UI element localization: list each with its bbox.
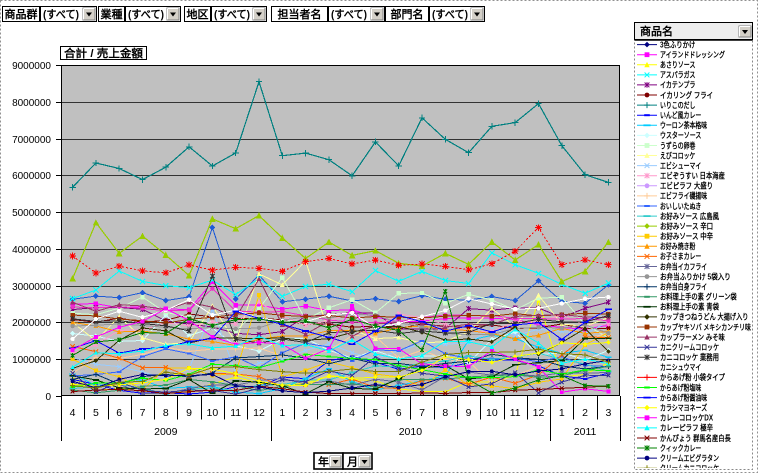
- svg-text:お料理上手の素 グリーン袋: お料理上手の素 グリーン袋: [660, 292, 737, 302]
- svg-text:いんど風カレー: いんど風カレー: [660, 110, 701, 120]
- svg-text:(すべて): (すべて): [128, 8, 164, 21]
- svg-text:カップきつねうどん 大揚げ入り: カップきつねうどん 大揚げ入り: [660, 312, 749, 322]
- svg-text:お子さまカレー: お子さまカレー: [660, 252, 701, 261]
- svg-text:お弁当白身フライ: お弁当白身フライ: [660, 281, 707, 291]
- svg-text:6: 6: [396, 407, 402, 419]
- svg-text:部門名: 部門名: [391, 7, 424, 21]
- svg-text:8: 8: [163, 407, 169, 419]
- svg-text:4000000: 4000000: [12, 245, 51, 256]
- svg-text:3: 3: [326, 407, 332, 419]
- svg-text:カニシュウマイ: カニシュウマイ: [660, 363, 701, 372]
- svg-text:エビピラフ 大盛り: エビピラフ 大盛り: [660, 181, 713, 191]
- svg-text:月: 月: [346, 456, 358, 469]
- svg-text:5: 5: [372, 407, 378, 419]
- svg-text:アスパラガス: アスパラガス: [660, 70, 695, 80]
- svg-text:(すべて): (すべて): [43, 8, 79, 21]
- svg-text:4: 4: [70, 407, 76, 419]
- svg-text:11: 11: [230, 407, 241, 419]
- svg-text:年: 年: [318, 455, 329, 469]
- svg-text:0: 0: [45, 392, 51, 403]
- svg-text:2: 2: [303, 407, 309, 419]
- svg-text:2010: 2010: [399, 426, 423, 438]
- svg-text:7: 7: [140, 407, 146, 419]
- svg-text:合計 / 売上金額: 合計 / 売上金額: [64, 46, 143, 60]
- svg-text:お好みソース 中辛: お好みソース 中辛: [660, 231, 713, 241]
- svg-text:あさりソース: あさりソース: [660, 61, 695, 70]
- svg-text:ウスターソース: ウスターソース: [660, 130, 701, 140]
- svg-text:(すべて): (すべて): [331, 8, 367, 21]
- svg-text:お弁当ふりかけ 5袋入り: お弁当ふりかけ 5袋入り: [660, 271, 731, 281]
- svg-text:カレーコロッケDX: カレーコロッケDX: [660, 414, 714, 423]
- svg-text:4: 4: [349, 407, 355, 419]
- svg-text:8: 8: [442, 407, 448, 419]
- svg-text:12: 12: [533, 407, 545, 419]
- svg-text:商品名: 商品名: [640, 24, 673, 38]
- svg-text:クィックカレー: クィックカレー: [660, 443, 701, 453]
- svg-text:10: 10: [207, 407, 219, 419]
- svg-text:2009: 2009: [154, 426, 178, 438]
- svg-text:お弁当イカフライ: お弁当イカフライ: [660, 261, 707, 271]
- svg-text:えびコロッケ: えびコロッケ: [660, 150, 695, 160]
- svg-text:商品群: 商品群: [5, 7, 38, 21]
- svg-text:お好み焼き粉: お好み焼き粉: [660, 241, 695, 251]
- svg-text:イカテンプラ: イカテンプラ: [660, 80, 695, 90]
- svg-text:9: 9: [466, 407, 472, 419]
- svg-text:6000000: 6000000: [12, 171, 51, 182]
- svg-text:お好みソース 広島風: お好みソース 広島風: [660, 211, 719, 221]
- svg-text:アイランドドレッシング: アイランドドレッシング: [660, 49, 725, 59]
- svg-text:12: 12: [253, 407, 265, 419]
- svg-text:3000000: 3000000: [12, 282, 51, 293]
- svg-text:(すべて): (すべて): [214, 8, 250, 21]
- svg-text:カニクリームコロッケ: カニクリームコロッケ: [660, 342, 719, 352]
- svg-text:カップラーメン みそ味: カップラーメン みそ味: [660, 332, 725, 342]
- svg-text:8000000: 8000000: [12, 98, 51, 109]
- svg-text:9: 9: [186, 407, 192, 419]
- svg-text:カラシマヨネーズ: カラシマヨネーズ: [660, 402, 707, 412]
- svg-text:かんぴょう 群馬名産白長: かんぴょう 群馬名産白長: [660, 433, 732, 443]
- svg-text:ウーロン茶本格味: ウーロン茶本格味: [660, 120, 707, 130]
- svg-text:エビシューマイ: エビシューマイ: [660, 160, 701, 170]
- svg-text:1: 1: [279, 407, 285, 419]
- svg-text:3色ふりかけ: 3色ふりかけ: [660, 39, 695, 49]
- svg-text:7: 7: [419, 407, 425, 419]
- svg-text:2000000: 2000000: [12, 318, 51, 329]
- svg-text:からあげ粉醤油味: からあげ粉醤油味: [660, 392, 707, 402]
- svg-text:カップヤキソバ メキシカンチリ味: カップヤキソバ メキシカンチリ味: [660, 322, 751, 332]
- svg-text:7000000: 7000000: [12, 135, 51, 146]
- svg-text:2011: 2011: [574, 426, 597, 438]
- svg-text:11: 11: [510, 407, 521, 419]
- svg-text:カニコロッケ 業務用: カニコロッケ 業務用: [660, 352, 719, 362]
- svg-text:エビフライ磯揚味: エビフライ磯揚味: [660, 191, 707, 201]
- svg-text:クリームエビグラタン: クリームエビグラタン: [660, 453, 719, 463]
- svg-text:9000000: 9000000: [12, 61, 51, 72]
- svg-text:(すべて): (すべて): [432, 8, 468, 21]
- svg-text:5: 5: [93, 407, 99, 419]
- svg-text:2: 2: [582, 407, 588, 419]
- svg-text:担当者名: 担当者名: [278, 7, 322, 21]
- svg-text:5000000: 5000000: [12, 208, 51, 219]
- svg-text:おいしいたぬき: おいしいたぬき: [660, 201, 701, 211]
- svg-text:10: 10: [486, 407, 498, 419]
- svg-text:クリームカニコロッケ: クリームカニコロッケ: [660, 463, 719, 473]
- svg-text:お好みソース 辛口: お好みソース 辛口: [660, 221, 713, 231]
- svg-text:カレーピラフ 極辛: カレーピラフ 極辛: [660, 423, 713, 433]
- svg-text:3: 3: [605, 407, 611, 419]
- svg-text:うずらの卵巻: うずらの卵巻: [660, 140, 695, 150]
- svg-text:地区: 地区: [187, 7, 209, 21]
- svg-text:イカリング フライ: イカリング フライ: [660, 90, 713, 100]
- svg-text:1000000: 1000000: [12, 355, 51, 366]
- svg-text:からあげ粉 小袋タイプ: からあげ粉 小袋タイプ: [660, 372, 726, 382]
- svg-text:お料理上手の素 青袋: お料理上手の素 青袋: [660, 302, 720, 312]
- svg-text:6: 6: [116, 407, 122, 419]
- svg-text:からあげ粉塩味: からあげ粉塩味: [660, 382, 701, 392]
- svg-text:業種: 業種: [100, 7, 123, 21]
- svg-text:いりこのだし: いりこのだし: [660, 101, 695, 110]
- svg-text:1: 1: [559, 407, 565, 419]
- svg-text:エビぞうすい 日本海産: エビぞうすい 日本海産: [660, 171, 725, 181]
